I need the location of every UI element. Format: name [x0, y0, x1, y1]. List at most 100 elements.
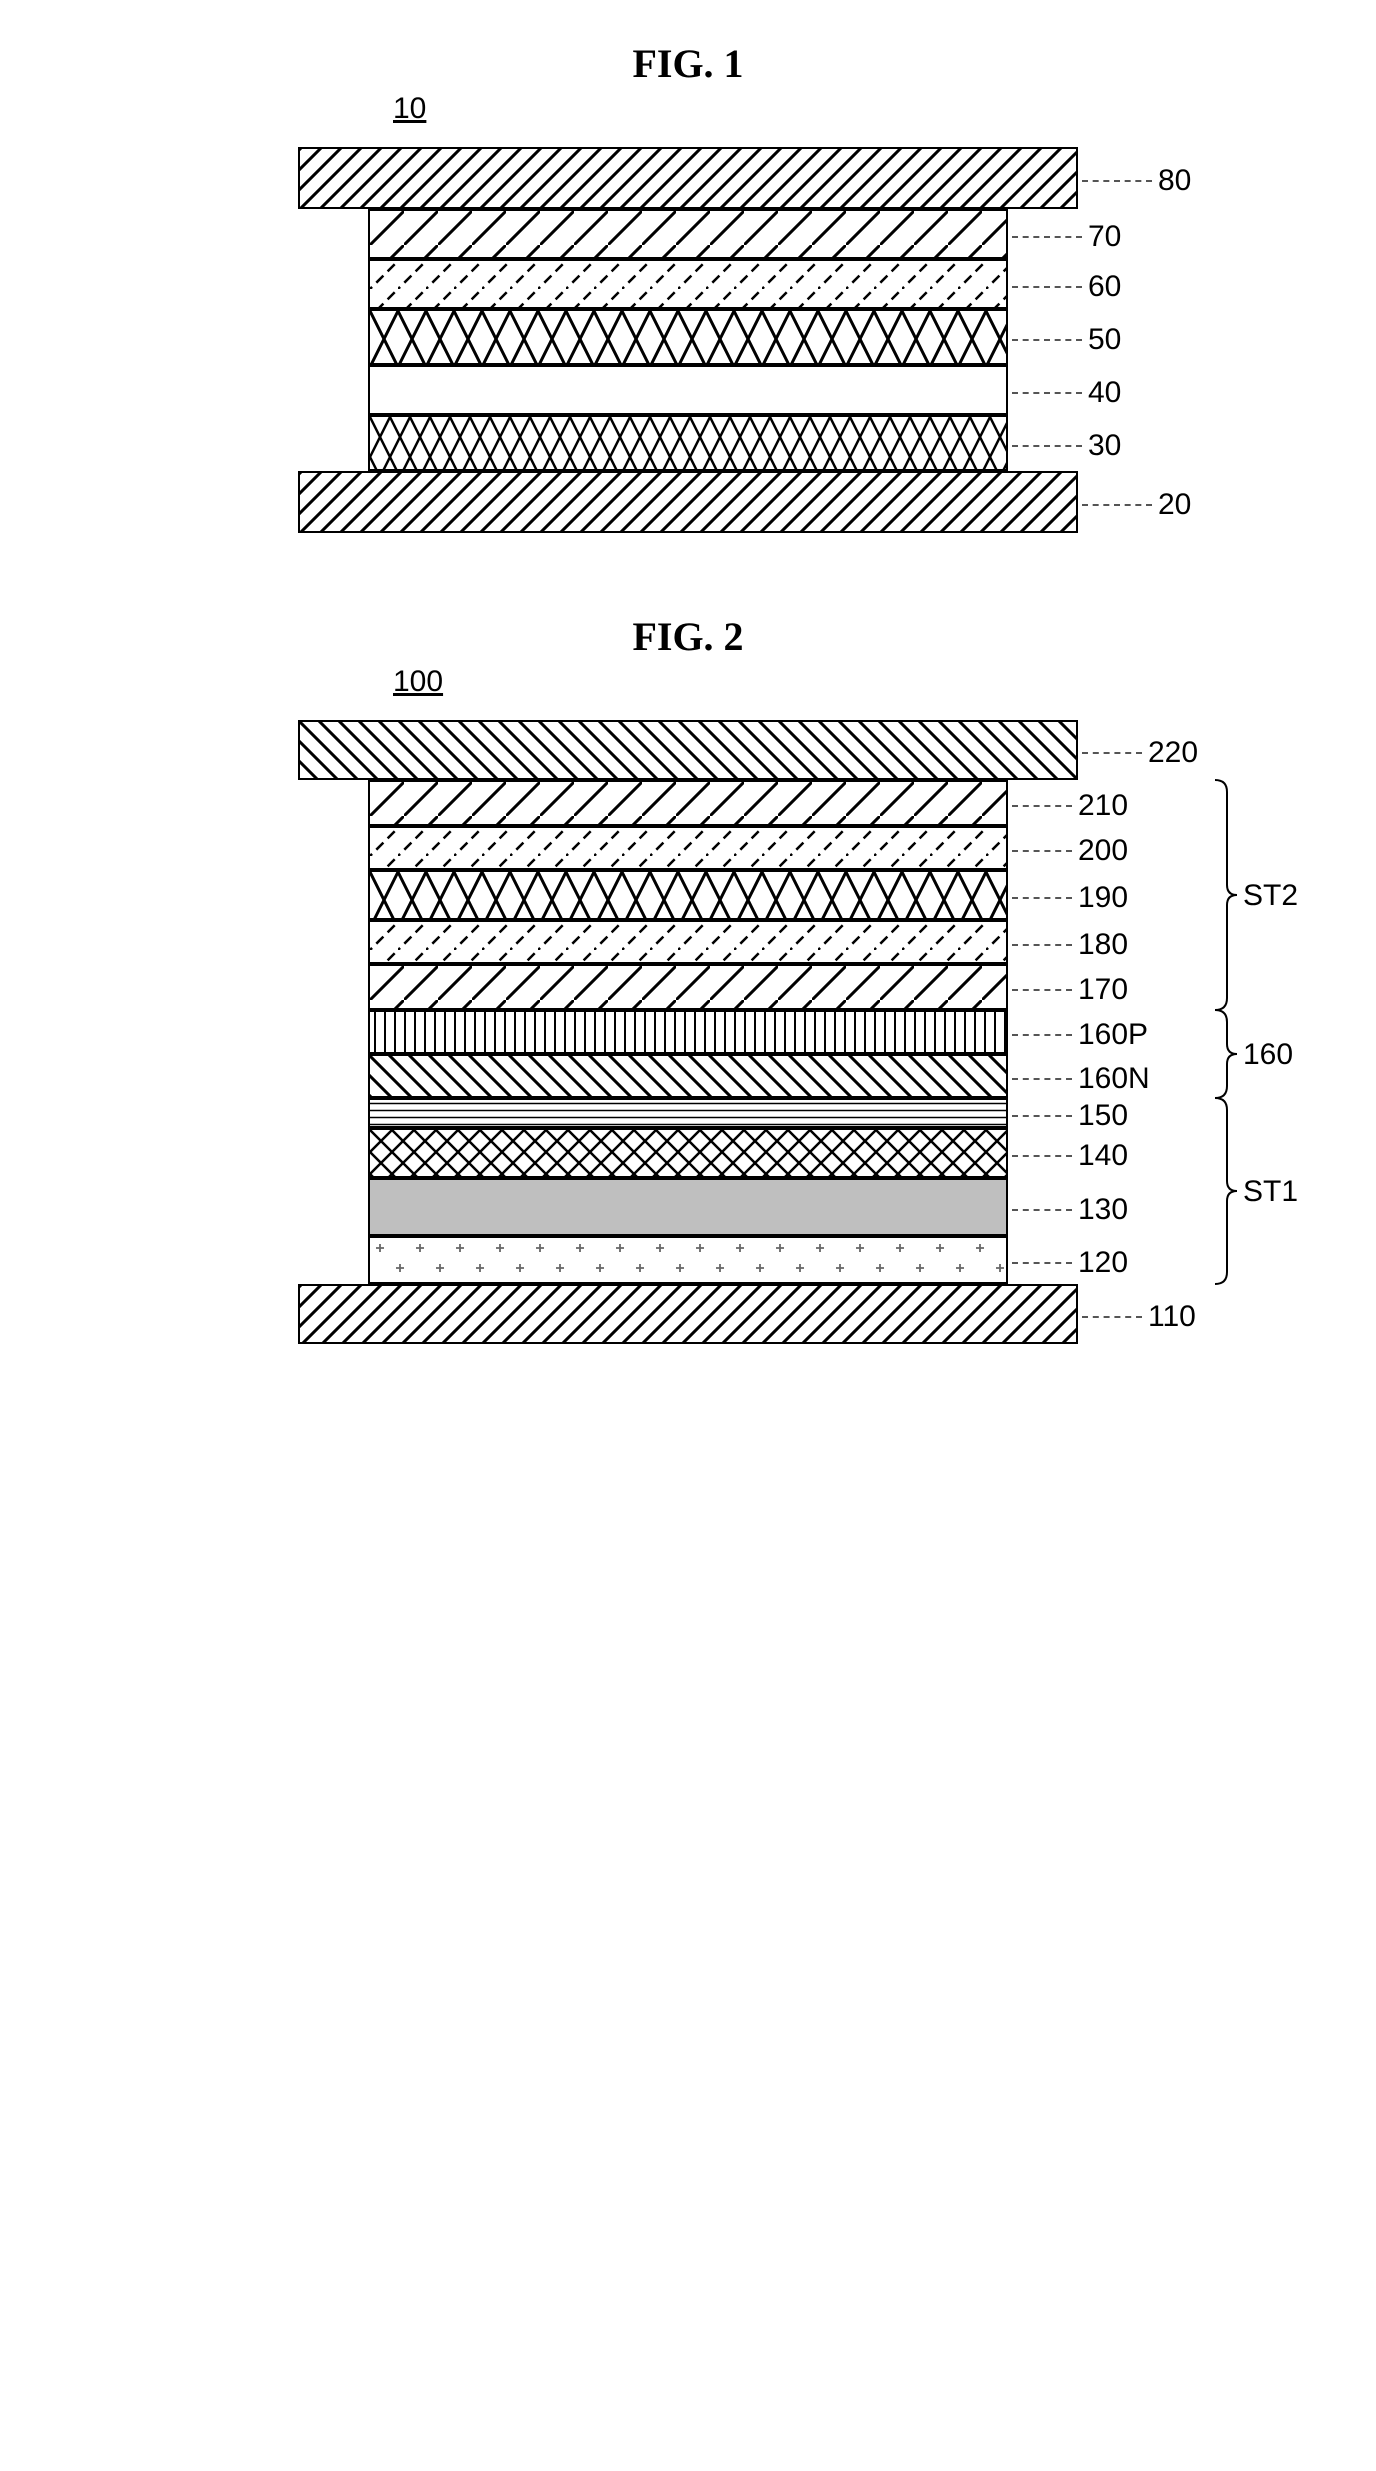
layer-label-group: 210: [1012, 789, 1128, 823]
layer: [298, 1284, 1078, 1344]
leader-line: [1012, 897, 1072, 899]
layer: [368, 309, 1008, 365]
layer-row: [298, 365, 1078, 415]
layer: [368, 920, 1008, 964]
figure-2-diagram-wrap: 100 220210200190180170160P160N1501401301…: [298, 720, 1078, 1344]
layer-label: 190: [1078, 881, 1128, 915]
layer-row: [298, 209, 1078, 259]
layer: [298, 720, 1078, 780]
layer-row: [298, 1284, 1078, 1344]
layer: [368, 1236, 1008, 1284]
layer-row: [298, 1178, 1078, 1236]
layer: [368, 780, 1008, 826]
leader-line: [1012, 989, 1072, 991]
layer-label: 30: [1088, 429, 1121, 463]
figure-1: FIG. 1 10 80706050403020: [0, 40, 1376, 533]
layer: [368, 415, 1008, 471]
leader-line: [1082, 180, 1152, 182]
layer-label: 210: [1078, 789, 1128, 823]
layer: [298, 471, 1078, 533]
layer-label-group: 120: [1012, 1246, 1128, 1280]
layer-label-group: 190: [1012, 881, 1128, 915]
layer-label-group: 220: [1082, 736, 1198, 770]
layer-label-group: 70: [1012, 220, 1121, 254]
figure-1-title: FIG. 1: [632, 40, 743, 87]
leader-line: [1012, 392, 1082, 394]
layer-label-group: 140: [1012, 1139, 1128, 1173]
leader-line: [1082, 1316, 1142, 1318]
figure-2-title: FIG. 2: [632, 613, 743, 660]
layer-label: 50: [1088, 323, 1121, 357]
layer-label-group: 80: [1082, 164, 1191, 198]
layer-label-group: 160N: [1012, 1062, 1150, 1096]
layer-row: [298, 471, 1078, 533]
figure-2-diagram: 100 220210200190180170160P160N1501401301…: [298, 720, 1078, 1344]
figure-2-ref-label: 100: [393, 665, 443, 699]
layer-label: 110: [1148, 1300, 1196, 1334]
leader-line: [1012, 236, 1082, 238]
layer-label: 140: [1078, 1139, 1128, 1173]
leader-line: [1012, 944, 1072, 946]
layer-label: 60: [1088, 270, 1121, 304]
layer-row: [298, 964, 1078, 1010]
layer-row: [298, 147, 1078, 209]
layer: [368, 870, 1008, 920]
layer-row: [298, 1010, 1078, 1054]
leader-line: [1012, 339, 1082, 341]
layer-label-group: 130: [1012, 1193, 1128, 1227]
layer-row: [298, 780, 1078, 826]
bracket-label: ST1: [1243, 1175, 1298, 1209]
layer-row: [298, 826, 1078, 870]
layer-label: 120: [1078, 1246, 1128, 1280]
layer-label: 20: [1158, 488, 1191, 522]
figure-2: FIG. 2 100 220210200190180170160P160N150…: [0, 613, 1376, 1344]
layer: [368, 964, 1008, 1010]
layer-label: 220: [1148, 736, 1198, 770]
leader-line: [1012, 1115, 1072, 1117]
layer-row: [298, 415, 1078, 471]
layer-label: 70: [1088, 220, 1121, 254]
layer-label-group: 20: [1082, 488, 1191, 522]
figure-1-ref-label: 10: [393, 92, 426, 126]
layer-label: 170: [1078, 973, 1128, 1007]
layer-label-group: 50: [1012, 323, 1121, 357]
figure-1-diagram-wrap: 10 80706050403020: [298, 147, 1078, 533]
layer-row: [298, 309, 1078, 365]
layer-row: [298, 1128, 1078, 1178]
leader-line: [1082, 504, 1152, 506]
layer-label-group: 160P: [1012, 1018, 1148, 1052]
layer: [368, 1098, 1008, 1128]
layer-label-group: 40: [1012, 376, 1121, 410]
bracket: [1215, 1010, 1233, 1098]
bracket: [1215, 780, 1233, 1010]
layer-row: [298, 1054, 1078, 1098]
bracket-label: 160: [1243, 1038, 1293, 1072]
layer: [298, 147, 1078, 209]
leader-line: [1012, 1155, 1072, 1157]
layer-label-group: 180: [1012, 928, 1128, 962]
layer-label-group: 150: [1012, 1099, 1128, 1133]
layer-row: [298, 920, 1078, 964]
layer-label: 130: [1078, 1193, 1128, 1227]
layer-label-group: 30: [1012, 429, 1121, 463]
layer: [368, 365, 1008, 415]
layer: [368, 1054, 1008, 1098]
layer-row: [298, 1236, 1078, 1284]
leader-line: [1012, 1262, 1072, 1264]
layer: [368, 1128, 1008, 1178]
layer-label: 180: [1078, 928, 1128, 962]
leader-line: [1012, 1078, 1072, 1080]
bracket-label: ST2: [1243, 879, 1298, 913]
layer-label-group: 110: [1082, 1300, 1196, 1334]
figure-1-diagram: 10 80706050403020: [298, 147, 1078, 533]
layer-label: 160P: [1078, 1018, 1148, 1052]
leader-line: [1012, 1209, 1072, 1211]
bracket: [1215, 1098, 1233, 1284]
layer-label: 160N: [1078, 1062, 1150, 1096]
leader-line: [1012, 805, 1072, 807]
layer-row: [298, 1098, 1078, 1128]
layer-label-group: 170: [1012, 973, 1128, 1007]
layer-label-group: 60: [1012, 270, 1121, 304]
layer: [368, 209, 1008, 259]
layer-row: [298, 259, 1078, 309]
